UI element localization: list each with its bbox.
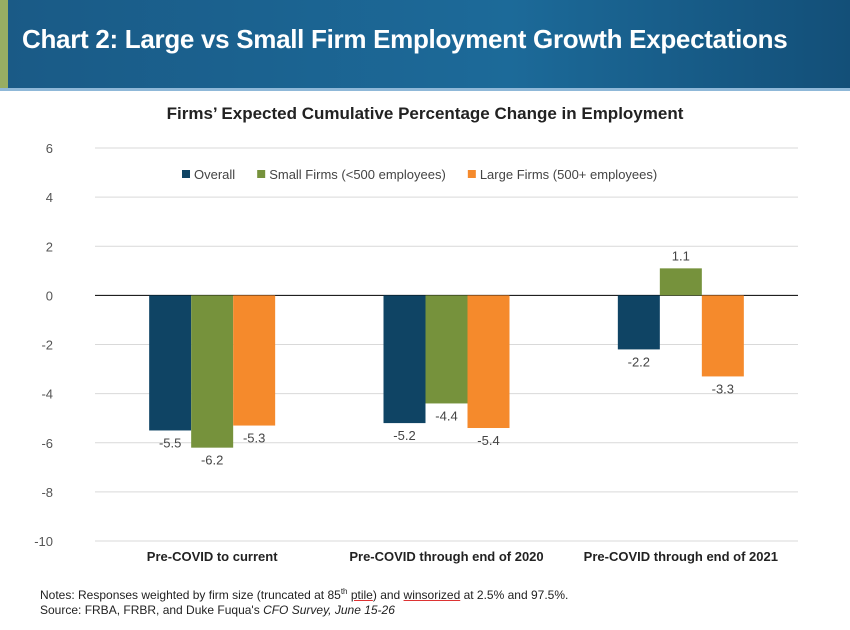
data-label: -5.2	[393, 428, 415, 443]
data-label: -4.4	[435, 408, 457, 423]
notes-text: ptile	[350, 588, 373, 602]
bar	[617, 295, 660, 350]
y-tick-label: 0	[46, 288, 53, 303]
source-text: Source: FRBA, FRBR, and Duke Fuqua's	[40, 603, 264, 617]
bar	[425, 295, 468, 404]
bar	[233, 295, 276, 426]
notes-text: winsorized	[403, 588, 461, 602]
x-tick-label: Pre-COVID to current	[147, 549, 278, 564]
legend-label: Large Firms (500+ employees)	[480, 167, 657, 182]
bar	[191, 295, 234, 448]
y-tick-label: 6	[46, 141, 53, 156]
x-tick-label: Pre-COVID through end of 2021	[584, 549, 778, 564]
legend-swatch	[467, 170, 476, 178]
bar	[149, 295, 192, 431]
bar	[383, 295, 426, 424]
header-banner	[0, 0, 850, 91]
bar	[467, 295, 510, 429]
page-title: Chart 2: Large vs Small Firm Employment …	[22, 24, 788, 54]
bar	[701, 295, 744, 377]
source-italic: CFO Survey, June 15-26	[263, 603, 395, 617]
data-label: -5.4	[477, 433, 499, 448]
notes-text: ) and	[372, 588, 404, 602]
legend-swatch	[182, 170, 190, 178]
data-label: -6.2	[201, 453, 223, 468]
y-tick-label: -4	[41, 387, 53, 402]
y-tick-label: -10	[34, 534, 53, 549]
legend-label: Overall	[194, 167, 235, 182]
legend-swatch	[257, 170, 266, 178]
y-tick-label: 2	[46, 239, 53, 254]
bar	[659, 268, 702, 296]
y-tick-label: 4	[46, 190, 53, 205]
notes-text: at 2.5% and 97.5%.	[460, 588, 569, 602]
data-label: -3.3	[712, 381, 734, 396]
data-label: -2.2	[628, 354, 650, 369]
notes-text: Notes: Responses weighted by firm size (…	[40, 588, 341, 602]
y-tick-label: -8	[41, 485, 53, 500]
x-tick-label: Pre-COVID through end of 2020	[349, 549, 543, 564]
data-label: 1.1	[672, 248, 690, 263]
legend-label: Small Firms (<500 employees)	[269, 167, 446, 182]
chart-title: Firms’ Expected Cumulative Percentage Ch…	[166, 104, 684, 123]
notes: Notes: Responses weighted by firm size (…	[40, 584, 568, 618]
data-label: -5.3	[243, 431, 265, 446]
y-tick-label: -2	[41, 338, 53, 353]
y-tick-label: -6	[41, 436, 53, 451]
data-label: -5.5	[159, 435, 181, 450]
notes-sup: th	[340, 587, 348, 596]
accent-strip	[0, 0, 8, 88]
